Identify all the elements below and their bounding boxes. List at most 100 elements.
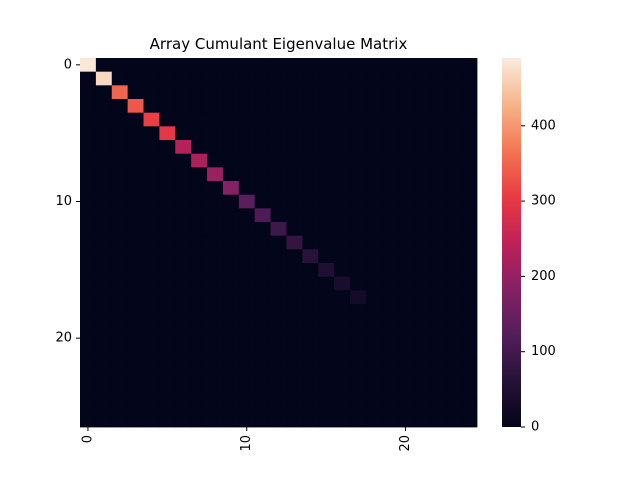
y-tick-label: 0 bbox=[64, 57, 72, 72]
heatmap-cell bbox=[254, 372, 271, 387]
heatmap-cell bbox=[191, 413, 208, 428]
y-tick-label: 20 bbox=[55, 331, 72, 346]
heatmap-cell bbox=[95, 181, 113, 196]
heatmap-cell bbox=[207, 345, 224, 360]
heatmap-cell bbox=[318, 222, 335, 237]
heatmap-cell bbox=[445, 153, 462, 168]
heatmap-cell bbox=[207, 386, 224, 401]
heatmap-cell bbox=[334, 71, 351, 86]
heatmap-cell bbox=[302, 304, 319, 319]
heatmap-cell bbox=[365, 181, 383, 196]
heatmap-cell bbox=[365, 112, 383, 127]
heatmap-cell bbox=[238, 222, 256, 237]
heatmap-cell bbox=[159, 208, 176, 223]
heatmap-cell bbox=[318, 276, 335, 291]
heatmap-cell bbox=[397, 249, 414, 264]
colorbar: 0 100 200 300 400 bbox=[502, 58, 556, 435]
heatmap-cell bbox=[254, 99, 271, 114]
heatmap-cell bbox=[175, 235, 192, 250]
heatmap-cell bbox=[334, 181, 351, 196]
heatmap-cell bbox=[143, 85, 160, 100]
heatmap-cell bbox=[254, 304, 271, 319]
heatmap-cell bbox=[127, 276, 144, 291]
heatmap-cell bbox=[127, 140, 144, 155]
heatmap-cell bbox=[286, 413, 303, 428]
heatmap-cell bbox=[191, 71, 208, 86]
heatmap-cell bbox=[143, 99, 160, 114]
y-axis: 0 10 20 bbox=[55, 57, 80, 346]
heatmap-cell bbox=[95, 153, 113, 168]
heatmap-cell bbox=[222, 194, 240, 209]
heatmap-cell bbox=[349, 386, 367, 401]
heatmap-cell bbox=[445, 194, 462, 209]
heatmap-cell bbox=[349, 358, 367, 373]
heatmap-cell bbox=[207, 153, 224, 168]
heatmap-cell bbox=[413, 317, 430, 332]
heatmap-cell bbox=[127, 413, 144, 428]
heatmap-cell bbox=[191, 358, 208, 373]
heatmap-cell bbox=[111, 99, 129, 114]
heatmap-cell bbox=[270, 372, 287, 387]
heatmap-cell bbox=[286, 71, 303, 86]
heatmap-cell bbox=[302, 153, 319, 168]
heatmap-cell bbox=[397, 372, 414, 387]
heatmap-cell bbox=[413, 208, 430, 223]
heatmap-cell bbox=[191, 235, 208, 250]
heatmap-cell bbox=[207, 99, 224, 114]
heatmap-cell bbox=[302, 372, 319, 387]
heatmap-cell bbox=[207, 222, 224, 237]
heatmap-cell bbox=[175, 153, 192, 168]
heatmap-cell bbox=[349, 345, 367, 360]
heatmap-cell bbox=[302, 71, 319, 86]
heatmap-cell bbox=[381, 208, 398, 223]
heatmap-cell bbox=[111, 317, 129, 332]
heatmap-cell bbox=[95, 126, 113, 141]
heatmap-cell bbox=[286, 126, 303, 141]
heatmap-cell bbox=[143, 276, 160, 291]
heatmap-cell bbox=[365, 276, 383, 291]
heatmap-cell bbox=[95, 194, 113, 209]
heatmap-cell bbox=[222, 331, 240, 346]
heatmap-cell bbox=[381, 99, 398, 114]
heatmap-cell bbox=[461, 263, 478, 278]
heatmap-cell bbox=[365, 194, 383, 209]
heatmap-cell bbox=[286, 235, 303, 250]
heatmap-cell bbox=[127, 194, 144, 209]
heatmap-cell bbox=[254, 263, 271, 278]
heatmap-cell bbox=[413, 304, 430, 319]
heatmap-cell bbox=[222, 181, 240, 196]
heatmap-cell bbox=[349, 372, 367, 387]
heatmap-cell bbox=[429, 317, 446, 332]
heatmap-cell bbox=[222, 386, 240, 401]
heatmap-cell bbox=[461, 85, 478, 100]
heatmap-cell bbox=[302, 194, 319, 209]
heatmap-cell bbox=[349, 99, 367, 114]
heatmap-cell bbox=[270, 290, 287, 305]
heatmap-cell bbox=[191, 85, 208, 100]
heatmap-cell bbox=[95, 249, 113, 264]
heatmap-cell bbox=[175, 249, 192, 264]
heatmap-cell bbox=[159, 345, 176, 360]
heatmap-cell bbox=[397, 399, 414, 414]
heatmap-cell bbox=[143, 222, 160, 237]
heatmap-cell bbox=[207, 372, 224, 387]
heatmap-cell bbox=[80, 181, 97, 196]
heatmap-cell bbox=[191, 386, 208, 401]
heatmap-cell bbox=[175, 304, 192, 319]
heatmap-cell bbox=[95, 112, 113, 127]
heatmap-cell bbox=[127, 222, 144, 237]
heatmap-cell bbox=[143, 126, 160, 141]
heatmap-cell bbox=[127, 58, 144, 73]
colorbar-tick-label: 400 bbox=[531, 118, 556, 133]
heatmap-cell bbox=[365, 413, 383, 428]
heatmap-cell bbox=[254, 85, 271, 100]
heatmap-cell bbox=[238, 181, 256, 196]
heatmap-cell bbox=[334, 85, 351, 100]
heatmap-cell bbox=[334, 99, 351, 114]
heatmap-cell bbox=[254, 140, 271, 155]
heatmap-cell bbox=[238, 153, 256, 168]
heatmap-cell bbox=[95, 276, 113, 291]
heatmap-cell bbox=[349, 263, 367, 278]
heatmap-cell bbox=[461, 235, 478, 250]
heatmap-cell bbox=[111, 85, 129, 100]
